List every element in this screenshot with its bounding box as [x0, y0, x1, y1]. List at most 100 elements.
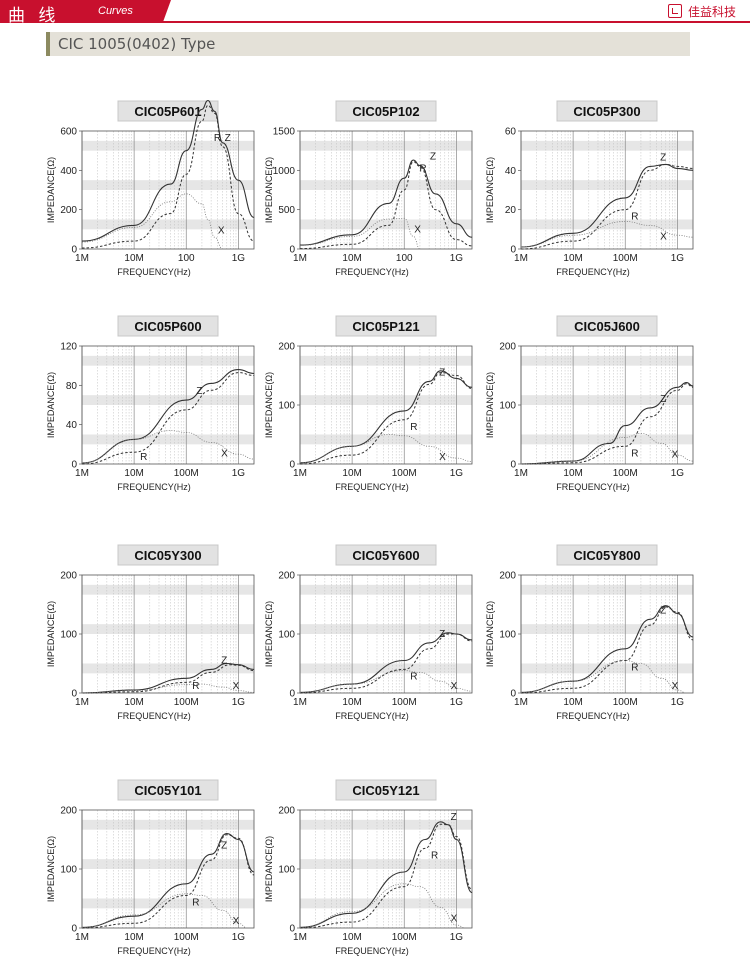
- x-tick-label: 10M: [124, 697, 143, 708]
- series-label: X: [672, 449, 679, 460]
- series-r-line: [520, 163, 694, 250]
- y-axis-label: IMPEDANCE(Ω): [46, 836, 56, 902]
- grid-band: [82, 180, 254, 190]
- chart-title-box: [117, 100, 219, 122]
- series-z-line: [520, 382, 694, 465]
- series-label: Z: [451, 812, 457, 823]
- series-r-line: [299, 161, 473, 250]
- brand-logo-icon: [667, 4, 682, 18]
- x-tick-label: 1M: [293, 697, 307, 708]
- chart-cic05y300: CIC05Y300 1M 10M 100M 1G 0 100 200 FREQUENCY(Hz)…: [46, 544, 255, 721]
- y-tick-label: 200: [60, 205, 77, 216]
- series-label: Z: [439, 367, 445, 378]
- grid-band: [521, 663, 693, 674]
- series-label: R: [140, 452, 147, 463]
- plot-frame: [299, 345, 473, 465]
- y-tick-label: 120: [60, 342, 77, 353]
- series-r-line: [520, 383, 694, 465]
- y-axis-label: IMPEDANCE(Ω): [264, 372, 274, 438]
- chart-title-box: [117, 544, 219, 566]
- grid-band: [82, 859, 254, 869]
- y-tick-label: 100: [499, 630, 516, 641]
- y-axis-label: IMPEDANCE(Ω): [264, 601, 274, 667]
- chart-cic05y800: CIC05Y800 1M 10M 100M 1G 0 100 200 FREQUENCY(Hz)…: [485, 544, 694, 721]
- y-tick-label: 500: [278, 205, 295, 216]
- series-z-line: [81, 833, 255, 928]
- series-label: X: [233, 916, 240, 927]
- x-axis-label: FREQUENCY(Hz): [117, 482, 191, 492]
- brand: 佳益科技: [667, 2, 736, 20]
- series-z-line: [81, 662, 255, 694]
- y-tick-label: 1000: [273, 166, 296, 177]
- grid-band: [300, 395, 472, 405]
- grid-band: [300, 859, 472, 869]
- chart-title-box: [335, 779, 437, 801]
- x-tick-label: 100M: [174, 932, 199, 943]
- x-tick-label: 1M: [293, 468, 307, 479]
- series-r-line: [81, 104, 255, 249]
- x-tick-label: 10M: [563, 253, 582, 264]
- header-title-cn: 曲 线: [8, 6, 60, 26]
- x-tick-label: 1G: [450, 932, 464, 943]
- y-tick-label: 40: [505, 166, 517, 177]
- chart-cic05p121: CIC05P121 1M 10M 100M 1G 0 100 200 FREQUENCY(Hz)…: [264, 315, 473, 492]
- section-title: CIC 1005(0402) Type: [58, 35, 216, 53]
- series-label: Z: [221, 655, 227, 666]
- grid-band: [300, 663, 472, 674]
- series-r-line: [81, 834, 255, 929]
- x-tick-label: 10M: [563, 468, 582, 479]
- y-tick-label: 200: [60, 806, 77, 817]
- series-label: Z: [221, 840, 227, 851]
- series-z-line: [81, 99, 255, 242]
- series-z-line: [81, 369, 255, 464]
- x-tick-label: 100: [178, 253, 195, 264]
- grid-band: [300, 624, 472, 634]
- series-label: R: [631, 448, 638, 459]
- grid-band: [82, 624, 254, 634]
- chart-cic05p102: CIC05P102 1M 10M 100 1G 0 500 1000 1500 FREQUENCY…: [264, 100, 473, 277]
- x-tick-label: 10M: [124, 253, 143, 264]
- grid-band: [521, 434, 693, 445]
- chart-title: CIC05P601: [134, 104, 201, 119]
- series-label: X: [439, 452, 446, 463]
- x-tick-label: 1M: [75, 253, 89, 264]
- y-tick-label: 200: [278, 342, 295, 353]
- grid-band: [521, 395, 693, 405]
- y-axis-label: IMPEDANCE(Ω): [46, 372, 56, 438]
- y-axis-label: IMPEDANCE(Ω): [485, 157, 495, 223]
- series-r-line: [81, 664, 255, 694]
- chart-title: CIC05Y600: [352, 548, 419, 563]
- grid-band: [82, 584, 254, 595]
- series-label: X: [233, 681, 240, 692]
- grid-band: [300, 819, 472, 830]
- section-header: CIC 1005(0402) Type: [46, 32, 690, 56]
- plot-frame: [81, 574, 255, 694]
- series-label: X: [672, 681, 679, 692]
- grid-band: [300, 898, 472, 909]
- series-label: X: [660, 231, 667, 242]
- y-tick-label: 0: [289, 689, 295, 700]
- series-x-line: [81, 683, 255, 694]
- x-tick-label: 10M: [342, 932, 361, 943]
- x-tick-label: 100M: [174, 697, 199, 708]
- plot-frame: [299, 574, 473, 694]
- series-label: X: [451, 681, 458, 692]
- x-tick-label: 1G: [671, 697, 685, 708]
- y-tick-label: 400: [60, 166, 77, 177]
- y-tick-label: 60: [505, 127, 517, 138]
- x-axis-label: FREQUENCY(Hz): [117, 711, 191, 721]
- plot-frame: [81, 130, 255, 250]
- series-label: R: [214, 133, 221, 144]
- series-label: Z: [660, 394, 666, 405]
- y-tick-label: 0: [289, 245, 295, 256]
- y-axis-label: IMPEDANCE(Ω): [485, 601, 495, 667]
- chart-title: CIC05J600: [574, 319, 640, 334]
- x-tick-label: 1G: [232, 932, 246, 943]
- x-axis-label: FREQUENCY(Hz): [335, 946, 409, 956]
- y-tick-label: 200: [60, 571, 77, 582]
- x-tick-label: 10M: [124, 468, 143, 479]
- plot-frame: [520, 130, 694, 250]
- y-axis-label: IMPEDANCE(Ω): [46, 601, 56, 667]
- section-marker: [46, 32, 50, 56]
- grid-band: [82, 140, 254, 151]
